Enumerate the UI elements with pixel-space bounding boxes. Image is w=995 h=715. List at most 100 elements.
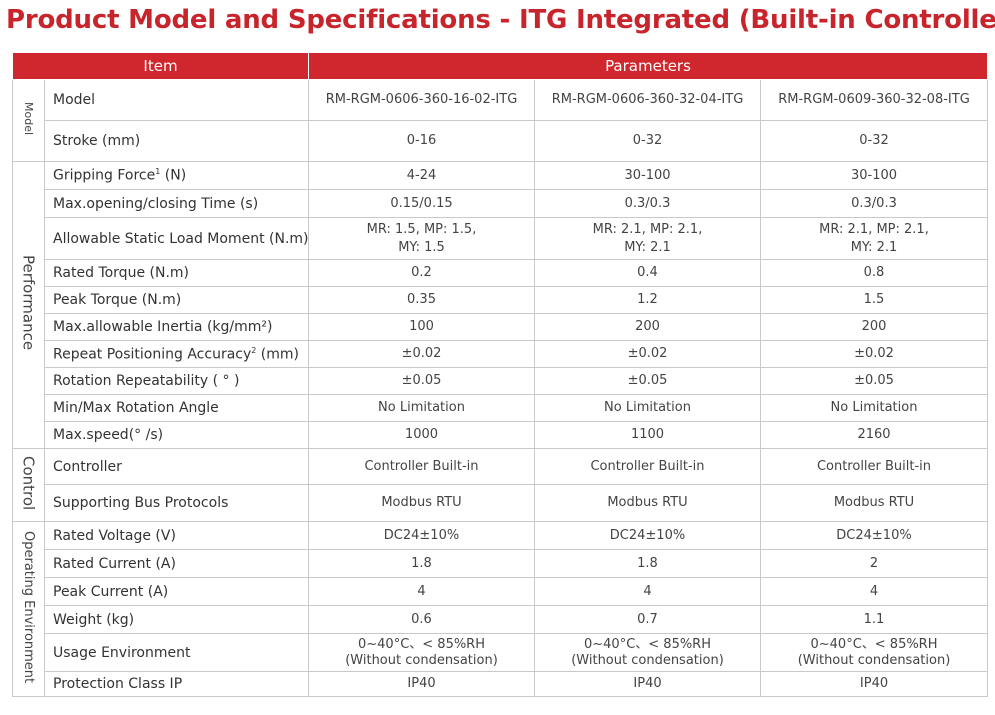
table-row: Weight (kg) 0.6 0.7 1.1 — [13, 605, 988, 634]
cell: 30-100 — [760, 161, 988, 190]
row-label: Peak Torque (N.m) — [44, 286, 309, 314]
table-row: Operating Environment Rated Voltage (V) … — [12, 521, 988, 697]
row-label: Usage Environment — [44, 633, 309, 672]
category-label: Operating Environment — [21, 530, 36, 684]
specifications-table: Item Parameters Model Model RM-RGM-0606-… — [12, 52, 988, 697]
table-header-row: Item Parameters — [12, 52, 988, 80]
category-control: Control — [12, 448, 45, 522]
category-label: Model — [22, 101, 35, 136]
cell: 4-24 — [308, 161, 535, 190]
row-label: Rated Voltage (V) — [44, 521, 309, 550]
category-label: Control — [19, 455, 38, 511]
cell: 1000 — [308, 421, 535, 449]
cell: No Limitation — [308, 394, 535, 422]
table-row: Peak Current (A) 4 4 4 — [13, 577, 988, 606]
row-label: Allowable Static Load Moment (N.m) — [44, 217, 309, 260]
cell: DC24±10% — [760, 521, 988, 550]
cell: 1100 — [534, 421, 761, 449]
cell: 2 — [760, 549, 988, 578]
row-label: Weight (kg) — [44, 605, 309, 634]
table-row: Min/Max Rotation Angle No Limitation No … — [13, 394, 988, 422]
category-performance: Performance — [12, 161, 45, 449]
cell: 0.3/0.3 — [534, 189, 761, 218]
cell: 0.2 — [308, 259, 535, 287]
table-row: Control Controller Controller Built-in C… — [12, 448, 988, 522]
row-label: Rotation Repeatability ( ° ) — [44, 367, 309, 395]
table-row: Supporting Bus Protocols Modbus RTU Modb… — [13, 484, 988, 522]
cell: DC24±10% — [534, 521, 761, 550]
cell: Modbus RTU — [760, 484, 988, 522]
cell: No Limitation — [534, 394, 761, 422]
cell: MR: 2.1, MP: 2.1, MY: 2.1 — [534, 217, 761, 260]
cell: 100 — [308, 313, 535, 341]
cell: MR: 2.1, MP: 2.1, MY: 2.1 — [760, 217, 988, 260]
table-row: Max.opening/closing Time (s) 0.15/0.15 0… — [13, 189, 988, 218]
parameters-header: Parameters — [308, 52, 988, 80]
row-label: Supporting Bus Protocols — [44, 484, 309, 522]
cell: 0.6 — [308, 605, 535, 634]
cell: ±0.05 — [534, 367, 761, 395]
table-row: Repeat Positioning Accuracy2 (mm) ±0.02 … — [13, 340, 988, 368]
table-row: Usage Environment 0~40°C、< 85%RH (Without… — [13, 633, 988, 672]
cell: Modbus RTU — [534, 484, 761, 522]
cell: 0~40°C、< 85%RH (Without condensation) — [308, 633, 535, 672]
cell: RM-RGM-0609-360-32-08-ITG — [760, 79, 988, 121]
cell: 0~40°C、< 85%RH (Without condensation) — [534, 633, 761, 672]
table-row: Model Model RM-RGM-0606-360-16-02-ITG RM… — [12, 79, 988, 162]
cell: RM-RGM-0606-360-16-02-ITG — [308, 79, 535, 121]
row-label: Min/Max Rotation Angle — [44, 394, 309, 422]
cell: 0.7 — [534, 605, 761, 634]
cell: 1.1 — [760, 605, 988, 634]
cell: 0~40°C、< 85%RH (Without condensation) — [760, 633, 988, 672]
table-row: Rotation Repeatability ( ° ) ±0.05 ±0.05… — [13, 367, 988, 395]
cell: IP40 — [308, 671, 535, 697]
cell: IP40 — [760, 671, 988, 697]
category-model: Model — [12, 79, 45, 162]
cell: 4 — [534, 577, 761, 606]
cell: 200 — [760, 313, 988, 341]
cell: Controller Built-in — [308, 448, 535, 485]
cell: 200 — [534, 313, 761, 341]
cell: Controller Built-in — [534, 448, 761, 485]
row-label: Protection Class IP — [44, 671, 309, 697]
cell: ±0.02 — [534, 340, 761, 368]
row-label: Controller — [44, 448, 309, 485]
cell: 4 — [760, 577, 988, 606]
row-label: Max.allowable Inertia (kg/mm²) — [44, 313, 309, 341]
table-row: Rated Torque (N.m) 0.2 0.4 0.8 — [13, 259, 988, 287]
table-row: Allowable Static Load Moment (N.m) MR: 1… — [13, 217, 988, 260]
cell: 0.3/0.3 — [760, 189, 988, 218]
table-row: Performance Gripping Force1 (N) 4-24 30-… — [12, 161, 988, 449]
cell: Controller Built-in — [760, 448, 988, 485]
table-row: Stroke (mm) 0-16 0-32 0-32 — [13, 120, 988, 162]
cell: ±0.05 — [760, 367, 988, 395]
cell: IP40 — [534, 671, 761, 697]
page-title: Product Model and Specifications - ITG I… — [6, 5, 995, 35]
cell: ±0.05 — [308, 367, 535, 395]
table-row: Max.speed(° /s) 1000 1100 2160 — [13, 421, 988, 449]
cell: No Limitation — [760, 394, 988, 422]
category-label: Performance — [19, 255, 38, 351]
row-label: Gripping Force1 (N) — [44, 161, 309, 190]
cell: 0-32 — [534, 120, 761, 162]
category-operating-environment: Operating Environment — [12, 521, 45, 697]
cell: 30-100 — [534, 161, 761, 190]
cell: DC24±10% — [308, 521, 535, 550]
cell: 0.35 — [308, 286, 535, 314]
cell: ±0.02 — [760, 340, 988, 368]
table-row: Max.allowable Inertia (kg/mm²) 100 200 2… — [13, 313, 988, 341]
row-label: Max.speed(° /s) — [44, 421, 309, 449]
cell: Modbus RTU — [308, 484, 535, 522]
cell: 1.5 — [760, 286, 988, 314]
row-label: Rated Current (A) — [44, 549, 309, 578]
cell: 0-16 — [308, 120, 535, 162]
row-label: Stroke (mm) — [44, 120, 309, 162]
cell: 1.8 — [308, 549, 535, 578]
row-label: Model — [44, 79, 309, 121]
row-label: Max.opening/closing Time (s) — [44, 189, 309, 218]
cell: 1.2 — [534, 286, 761, 314]
cell: 0.4 — [534, 259, 761, 287]
cell: RM-RGM-0606-360-32-04-ITG — [534, 79, 761, 121]
cell: 4 — [308, 577, 535, 606]
row-label: Rated Torque (N.m) — [44, 259, 309, 287]
